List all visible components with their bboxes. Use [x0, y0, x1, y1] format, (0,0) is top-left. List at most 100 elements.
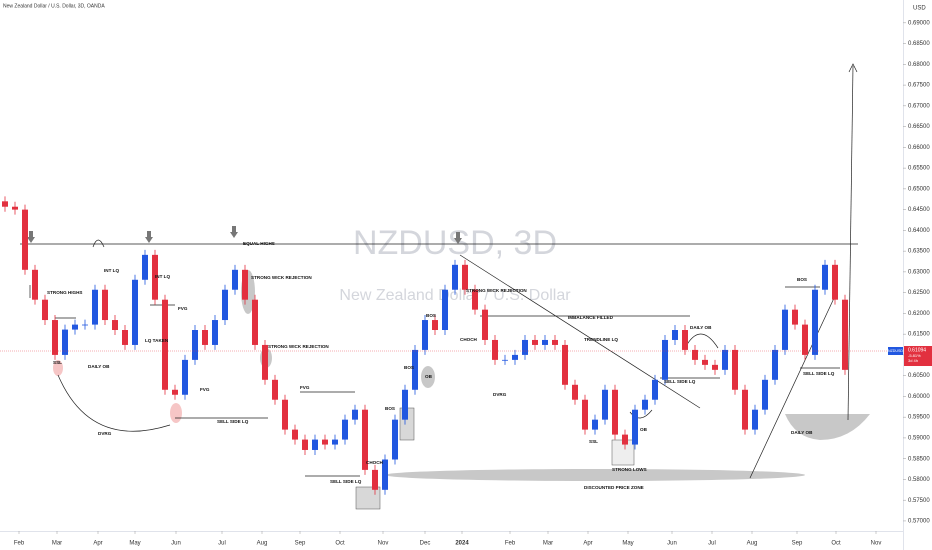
x-tick-label: May — [622, 541, 633, 547]
candle-body — [632, 409, 638, 445]
annotation: SELL SIDE LQ — [664, 379, 696, 384]
candle-body — [572, 384, 578, 400]
annotation: EQUAL HIGHS — [243, 241, 275, 246]
candle-body — [42, 299, 48, 321]
candle-body — [192, 330, 198, 360]
down-marker — [145, 231, 153, 243]
y-tick-label: 0.65500 — [908, 166, 930, 172]
x-tick-label: Jun — [667, 541, 677, 547]
down-marker — [27, 231, 35, 243]
candle-body — [142, 254, 148, 280]
candle-body — [172, 389, 178, 395]
trendline — [749, 295, 836, 479]
candle-body — [392, 419, 398, 460]
watermark-subtitle: New Zealand Dollar / U.S. Dollar — [339, 287, 571, 304]
y-tick-label: 0.68000 — [908, 62, 930, 68]
y-tick-label: 0.64500 — [908, 207, 930, 213]
target-arrow — [847, 65, 854, 421]
x-tick-label: Jul — [218, 541, 226, 547]
change-label: -5.81% — [908, 353, 921, 358]
x-tick-label: Nov — [871, 541, 882, 547]
candle-body — [832, 264, 838, 300]
candle-body — [772, 349, 778, 380]
candle-body — [372, 469, 378, 490]
price-tag — [904, 346, 932, 367]
annotation: STRONG HIGHS — [47, 290, 82, 295]
annotation: SELL SIDE LQ — [803, 371, 835, 376]
chart-title: New Zealand Dollar / U.S. Dollar, 3D, OA… — [3, 3, 105, 9]
candle-body — [202, 330, 208, 345]
annotation: CHOCH — [366, 460, 384, 465]
candle-body — [542, 339, 548, 345]
x-tick-label: Oct — [831, 541, 841, 547]
candle-body — [502, 359, 508, 361]
annotation: FVG — [200, 387, 210, 392]
candle-body — [602, 389, 608, 420]
candle-body — [782, 309, 788, 350]
candle-body — [362, 409, 368, 470]
x-tick-label: Dec — [420, 541, 431, 547]
candle-body — [72, 324, 78, 330]
x-tick-label: Jun — [171, 541, 181, 547]
candle-body — [162, 299, 168, 390]
candle-body — [152, 254, 158, 300]
y-tick-label: 0.60000 — [908, 394, 930, 400]
candle-body — [442, 289, 448, 330]
candle-body — [702, 359, 708, 365]
candle-body — [432, 320, 438, 330]
candle-body — [792, 309, 798, 325]
candle-body — [822, 264, 828, 290]
y-tick-label: 0.59000 — [908, 436, 930, 442]
y-tick-label: 0.66000 — [908, 145, 930, 151]
x-tick-label: Mar — [52, 541, 62, 547]
annotation: INT LQ — [155, 274, 170, 279]
y-tick-label: 0.58500 — [908, 456, 930, 462]
y-tick-label: 0.67500 — [908, 83, 930, 89]
x-tick-label: Aug — [257, 541, 268, 547]
candle-body — [612, 389, 618, 435]
annotation: STRONG WICK REJECTION — [268, 344, 329, 349]
y-tick-label: 0.58000 — [908, 477, 930, 483]
last-price-label: 0.61094 — [908, 347, 926, 353]
candle-body — [322, 439, 328, 445]
x-tick-label: Sep — [792, 541, 803, 547]
candle-body — [52, 320, 58, 355]
candle-body — [82, 324, 88, 326]
y-tick-label: 0.69000 — [908, 20, 930, 26]
candle-body — [262, 344, 268, 380]
annotation: CHOCH — [460, 337, 478, 342]
candle-body — [752, 409, 758, 430]
annotation: FVG — [178, 306, 188, 311]
candle-body — [692, 349, 698, 360]
annotation: DVRG — [493, 392, 507, 397]
y-tick-label: 0.61500 — [908, 332, 930, 338]
x-tick-label: Sep — [295, 541, 306, 547]
candle-body — [62, 329, 68, 355]
annotation: BOS — [404, 365, 414, 370]
annotation: SELL SIDE LQ — [217, 419, 249, 424]
annotation: BOS — [385, 406, 395, 411]
candle-body — [252, 299, 258, 345]
candle-body — [812, 289, 818, 355]
candle-body — [642, 399, 648, 410]
candle-body — [32, 269, 38, 300]
y-tick-label: 0.57500 — [908, 498, 930, 504]
x-tick-label: Apr — [583, 541, 592, 547]
annotation: SELL SIDE LQ — [330, 479, 362, 484]
candle-body — [762, 379, 768, 410]
high-arc — [92, 239, 105, 248]
annotation: FVG — [300, 385, 310, 390]
dvrg-curve — [57, 374, 171, 432]
candle-body — [352, 409, 358, 420]
annotation: SSL — [53, 360, 62, 365]
candle-body — [582, 399, 588, 430]
symbol-tag — [888, 347, 903, 356]
y-tick-label: 0.57000 — [908, 519, 930, 525]
candle-body — [332, 439, 338, 445]
x-tick-label: Mar — [543, 541, 553, 547]
currency-label: USD — [913, 6, 926, 12]
y-tick-label: 0.64000 — [908, 228, 930, 234]
x-tick-label: May — [129, 541, 140, 547]
candle-body — [2, 201, 8, 207]
